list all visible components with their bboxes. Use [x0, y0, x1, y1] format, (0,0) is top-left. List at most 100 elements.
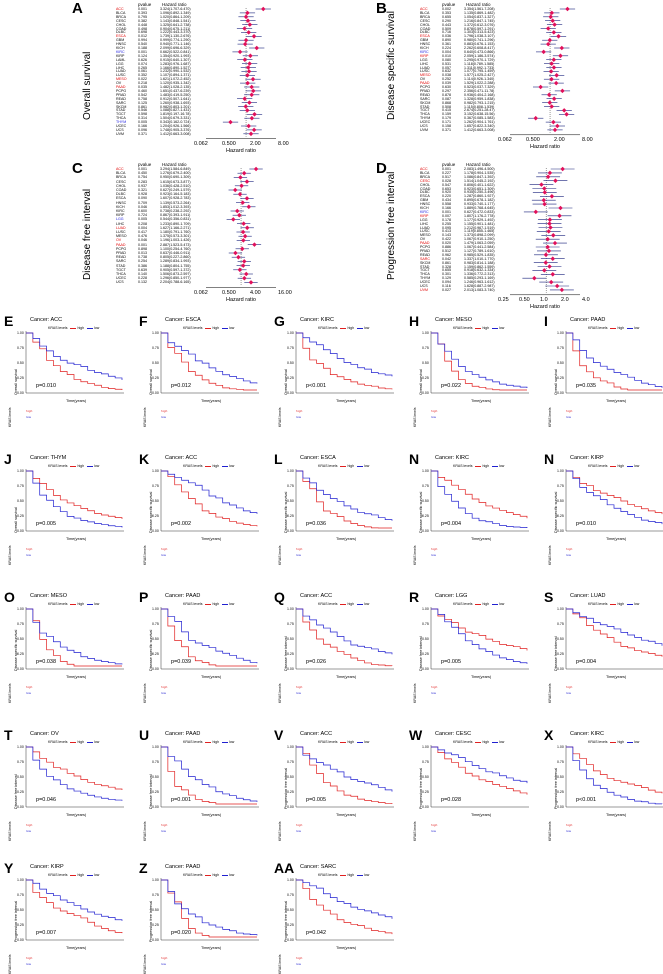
- y-tick: 0.50: [287, 361, 294, 365]
- hazard-ratio-ci: 1.067(0.441-2.584): [464, 245, 495, 249]
- hr-marker: [253, 166, 259, 172]
- hazard-ratio-ci: 0.805(0.227-2.860): [160, 255, 191, 260]
- km-legend: KRAS levels high low: [588, 326, 639, 330]
- legend-low: low: [499, 464, 505, 468]
- km-svg: [430, 331, 529, 394]
- panel-letter: A: [72, 0, 83, 17]
- p-value: p=0.022: [441, 383, 462, 389]
- forest-tick: 2.0: [561, 296, 569, 303]
- pvalue: 0.928: [138, 192, 147, 197]
- cancer-label: GBM: [116, 38, 125, 43]
- hr-marker: [245, 108, 250, 113]
- legend-low: low: [634, 740, 640, 744]
- km-xlabel: Time(years): [201, 537, 222, 541]
- hazard-ratio-ci: 1.479(1.063-2.059): [464, 241, 495, 246]
- pvalue: 0.057: [442, 65, 451, 70]
- y-tick: 0.75: [17, 760, 24, 764]
- risk-row-low: low: [161, 962, 167, 966]
- cancer-label: KICH: [420, 206, 429, 210]
- y-tick: 0.00: [287, 391, 294, 395]
- hr-marker: [533, 209, 539, 215]
- forest-svg: [510, 166, 580, 296]
- risk-row-high: high: [26, 409, 33, 413]
- cancer-label: BRCA: [116, 175, 126, 180]
- km-curve-low: [161, 879, 258, 936]
- km-panel-O: O Cancer: MESO KRAS levels high low Disease s…: [4, 589, 124, 703]
- y-tick: 0.00: [17, 805, 24, 809]
- cancer-label: CESC: [116, 18, 126, 23]
- hazard-ratio-ci: 1.159(0.862-1.559): [464, 264, 495, 269]
- pvalue: 0.509: [442, 26, 451, 31]
- pvalue: 0.143: [442, 233, 451, 238]
- hazard-ratio-ci: 1.276(0.679-2.400): [160, 171, 191, 176]
- forest-ylabel: Disease free interval: [82, 188, 93, 280]
- panel-letter: V: [274, 727, 284, 743]
- legend-title: KRAS levels: [48, 464, 68, 468]
- risk-table-label: KRAS levels: [278, 821, 282, 841]
- km-xlabel: Time(years): [201, 813, 222, 817]
- hr-marker: [559, 287, 565, 293]
- km-curve-high: [26, 332, 123, 390]
- cancer-label: TGCT: [116, 267, 126, 272]
- km-curve-high: [161, 608, 257, 667]
- y-tick: 0.00: [557, 391, 564, 395]
- hr-marker: [231, 217, 236, 222]
- y-tick: 0.25: [17, 514, 24, 518]
- hr-marker: [547, 221, 552, 226]
- pvalue: 0.754: [138, 175, 147, 180]
- hr-marker: [542, 268, 547, 273]
- pvalue: 0.371: [442, 127, 451, 132]
- legend-low: low: [229, 326, 235, 330]
- y-tick: 1.00: [557, 331, 564, 335]
- legend-high: high: [77, 873, 85, 877]
- legend-low: low: [364, 873, 370, 877]
- cancer-label: BLCA: [116, 171, 126, 176]
- hr-marker: [242, 57, 248, 62]
- cancer-label: PCPG: [116, 88, 127, 93]
- risk-row-high: high: [296, 409, 303, 413]
- legend-high: high: [482, 602, 490, 606]
- pvalue: 0.540: [138, 42, 147, 47]
- cancer-label: LUSC: [116, 230, 126, 234]
- legend-swatch-low: [357, 327, 364, 329]
- pvalue: 0.166: [138, 124, 147, 128]
- y-tick: 1.00: [17, 745, 24, 749]
- km-xlabel: Time(years): [606, 813, 627, 817]
- km-ylabel: Disease specific survival: [554, 491, 558, 533]
- hr-marker: [554, 283, 560, 289]
- legend-title: KRAS levels: [183, 602, 203, 606]
- panel-letter: P: [139, 589, 149, 605]
- y-tick: 1.00: [287, 331, 294, 335]
- hazard-ratio-ci: 1.232(0.990-1.532): [160, 69, 191, 74]
- risk-table-label: KRAS levels: [8, 821, 12, 841]
- cancer-label: CESC: [420, 18, 430, 23]
- hazard-ratio-ci: 1.577(1.025-2.427): [464, 73, 495, 78]
- pvalue: 0.004: [138, 225, 147, 230]
- legend-swatch-low: [492, 603, 499, 605]
- pvalue: 0.038: [442, 73, 451, 78]
- risk-row-low: low: [566, 415, 572, 419]
- km-curve-low: [26, 879, 123, 921]
- legend-low: low: [94, 464, 100, 468]
- y-tick: 0.00: [152, 805, 159, 809]
- km-svg: [430, 745, 529, 808]
- cancer-label: TGCT: [116, 112, 126, 117]
- pvalue: 0.415: [442, 108, 451, 113]
- panel-letter: G: [274, 313, 285, 329]
- y-tick: 0.50: [152, 908, 159, 912]
- pvalue: 0.125: [138, 100, 147, 105]
- pvalue: 0.716: [442, 30, 451, 35]
- legend-high: high: [482, 464, 490, 468]
- cancer-label: ESCA: [116, 196, 126, 201]
- hr-marker: [532, 275, 537, 281]
- panel-letter: AA: [274, 860, 295, 876]
- hr-marker: [237, 191, 243, 197]
- legend-title: KRAS levels: [588, 740, 608, 744]
- pvalue: 0.460: [138, 88, 147, 93]
- p-value: p=0.005: [306, 797, 327, 803]
- hr-marker: [558, 53, 563, 59]
- y-tick: 0.00: [557, 667, 564, 671]
- km-curve-high: [431, 470, 528, 519]
- y-tick: 0.00: [287, 529, 294, 533]
- km-panel-H: H Cancer: MESO KRAS levels high low Overall s…: [409, 313, 529, 427]
